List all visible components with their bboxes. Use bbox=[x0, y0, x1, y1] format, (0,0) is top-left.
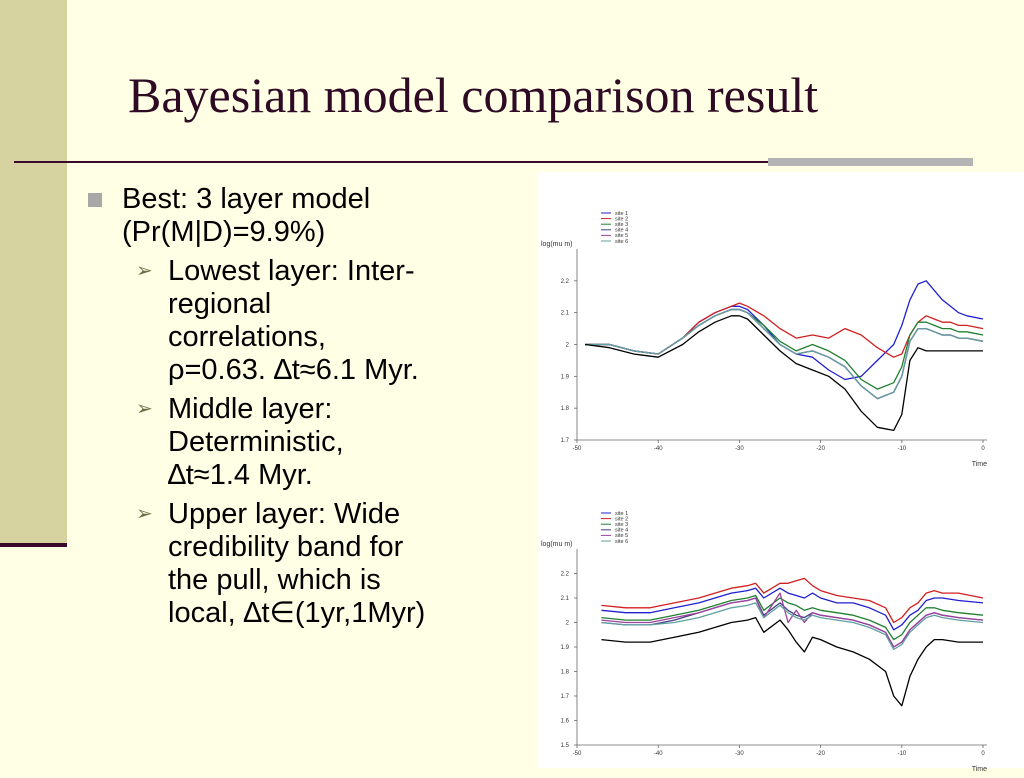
x-tick-label: -20 bbox=[816, 751, 825, 757]
sub-bullet-text-line: ∆t≈1.4 Myr. bbox=[168, 459, 313, 491]
legend-entry: site 6 bbox=[615, 539, 628, 545]
series-line bbox=[585, 315, 983, 432]
x-tick-label: -10 bbox=[897, 751, 906, 757]
x-tick-label: -40 bbox=[654, 751, 663, 757]
y-tick-label: 1.9 bbox=[561, 645, 570, 651]
legend-entry: site 1 bbox=[615, 211, 628, 217]
y-tick-label: 1.8 bbox=[561, 406, 570, 412]
sub-bullet-middle-layer: ➢ Middle layer: Deterministic, ∆t≈1.4 My… bbox=[88, 393, 533, 492]
legend-entry: site 3 bbox=[615, 222, 628, 228]
x-tick-label: -20 bbox=[816, 446, 825, 452]
left-accent-band bbox=[0, 0, 67, 545]
series-line bbox=[601, 597, 984, 648]
series-line bbox=[585, 302, 984, 358]
y-tick-label: 2.2 bbox=[561, 572, 570, 578]
x-tick-label: -50 bbox=[573, 446, 582, 452]
series-line bbox=[585, 280, 984, 381]
title-rule-accent bbox=[768, 158, 973, 166]
series-line bbox=[601, 587, 984, 631]
x-tick-label: -30 bbox=[735, 446, 744, 452]
y-tick-label: 1.7 bbox=[561, 438, 570, 444]
y-axis-label: log(mu m) bbox=[541, 241, 573, 248]
x-tick-label: -40 bbox=[654, 446, 663, 452]
bottom-line-chart: 1.5 1.6 1.7 1.8 1.9 2 2.1 2.2 -50 -40 -30 -20 -10 0 lo… bbox=[541, 511, 987, 773]
y-tick-label: 1.6 bbox=[561, 719, 570, 725]
x-axis-label: Time bbox=[972, 461, 987, 468]
sub-bullet-upper-layer: ➢ Upper layer: Wide credibility band for… bbox=[88, 498, 533, 630]
legend-entry: site 5 bbox=[615, 233, 628, 239]
sub-bullet-text-line: the pull, which is bbox=[168, 564, 381, 596]
y-tick-label: 2.2 bbox=[561, 279, 570, 285]
left-accent-line bbox=[0, 543, 67, 547]
series-line bbox=[601, 594, 984, 641]
title-rule bbox=[14, 161, 772, 163]
arrow-bullet-icon: ➢ bbox=[136, 260, 153, 282]
series-line bbox=[601, 602, 984, 651]
sub-bullet-text-line: Lowest layer: Inter- bbox=[168, 255, 415, 287]
series-line bbox=[601, 616, 983, 707]
legend-entry: site 2 bbox=[615, 216, 628, 222]
legend-entry: site 3 bbox=[615, 522, 628, 528]
legend-entry: site 4 bbox=[615, 228, 628, 234]
x-axis-label: Time bbox=[972, 766, 987, 773]
arrow-bullet-icon: ➢ bbox=[136, 398, 153, 420]
series-line bbox=[601, 577, 984, 624]
sub-bullet-text-line: ρ=0.63. ∆t≈6.1 Myr. bbox=[168, 354, 419, 386]
y-tick-label: 2.1 bbox=[561, 311, 570, 317]
square-bullet-icon bbox=[88, 193, 102, 207]
top-line-chart: 1.7 1.8 1.9 2 2.1 2.2 -50 -40 -30 -20 -10 0 log(mu m… bbox=[541, 211, 987, 468]
legend-entry: site 4 bbox=[615, 528, 628, 534]
legend-entry: site 1 bbox=[615, 511, 628, 517]
arrow-bullet-icon: ➢ bbox=[136, 503, 153, 525]
sub-bullet-text-line: local, ∆t∈(1yr,1Myr) bbox=[168, 597, 426, 629]
y-tick-label: 1.9 bbox=[561, 374, 570, 380]
y-axis-label: log(mu m) bbox=[541, 541, 573, 548]
x-tick-label: 0 bbox=[981, 751, 985, 757]
y-tick-label: 1.5 bbox=[561, 743, 570, 749]
legend-entry: site 5 bbox=[615, 533, 628, 539]
slide-title: Bayesian model comparison result bbox=[128, 67, 819, 123]
bullet-text-line: (Pr(M|D)=9.9%) bbox=[122, 216, 326, 248]
y-tick-label: 2 bbox=[566, 621, 570, 627]
bullet-list: Best: 3 layer model (Pr(M|D)=9.9%) ➢ Low… bbox=[88, 183, 533, 636]
bullet-best-model: Best: 3 layer model (Pr(M|D)=9.9%) bbox=[88, 183, 533, 249]
sub-bullet-text-line: Deterministic, bbox=[168, 426, 344, 458]
y-tick-label: 2.1 bbox=[561, 596, 570, 602]
sub-bullet-text-line: Upper layer: Wide bbox=[168, 498, 401, 530]
sub-bullet-text-line: correlations, bbox=[168, 321, 326, 353]
x-tick-label: -10 bbox=[897, 446, 906, 452]
chart-panel: 1.7 1.8 1.9 2 2.1 2.2 -50 -40 -30 -20 -10 0 log(mu m… bbox=[537, 172, 1024, 773]
y-tick-label: 1.7 bbox=[561, 694, 570, 700]
series-line bbox=[585, 308, 984, 400]
bullet-text-line: Best: 3 layer model bbox=[122, 183, 371, 215]
sub-bullet-text-line: regional bbox=[168, 288, 272, 320]
legend-entry: site 2 bbox=[615, 516, 628, 522]
series-line bbox=[601, 592, 984, 648]
sub-bullet-lowest-layer: ➢ Lowest layer: Inter- regional correlat… bbox=[88, 255, 533, 387]
legend-entry: site 6 bbox=[615, 239, 628, 245]
y-tick-label: 1.8 bbox=[561, 670, 570, 676]
y-tick-label: 2 bbox=[566, 343, 570, 349]
sub-bullet-text-line: Middle layer: bbox=[168, 393, 333, 425]
sub-bullet-text-line: credibility band for bbox=[168, 531, 404, 563]
x-tick-label: -50 bbox=[573, 751, 582, 757]
x-tick-label: -30 bbox=[735, 751, 744, 757]
x-tick-label: 0 bbox=[981, 446, 985, 452]
